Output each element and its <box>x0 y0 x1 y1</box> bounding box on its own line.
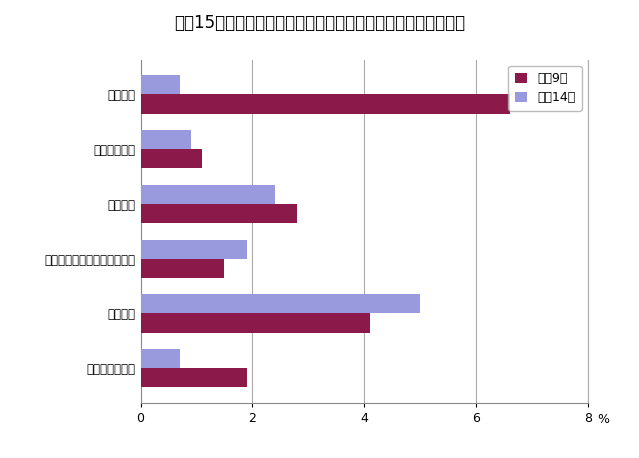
Bar <box>141 368 247 387</box>
Bar <box>141 204 297 223</box>
Bar <box>141 75 180 94</box>
Bar <box>141 130 191 149</box>
Bar <box>141 185 275 204</box>
Text: %: % <box>597 413 609 426</box>
Bar <box>141 94 510 114</box>
Bar <box>141 259 224 278</box>
Legend: 平成9年, 平成14年: 平成9年, 平成14年 <box>509 66 581 110</box>
Bar <box>141 294 420 313</box>
Bar <box>141 313 370 333</box>
Bar <box>141 149 202 168</box>
Bar <box>141 240 247 259</box>
Bar <box>141 349 180 368</box>
Text: 図－15　その他の収入額の年間売上高に占める割合（卸売業）: 図－15 その他の収入額の年間売上高に占める割合（卸売業） <box>174 14 465 32</box>
